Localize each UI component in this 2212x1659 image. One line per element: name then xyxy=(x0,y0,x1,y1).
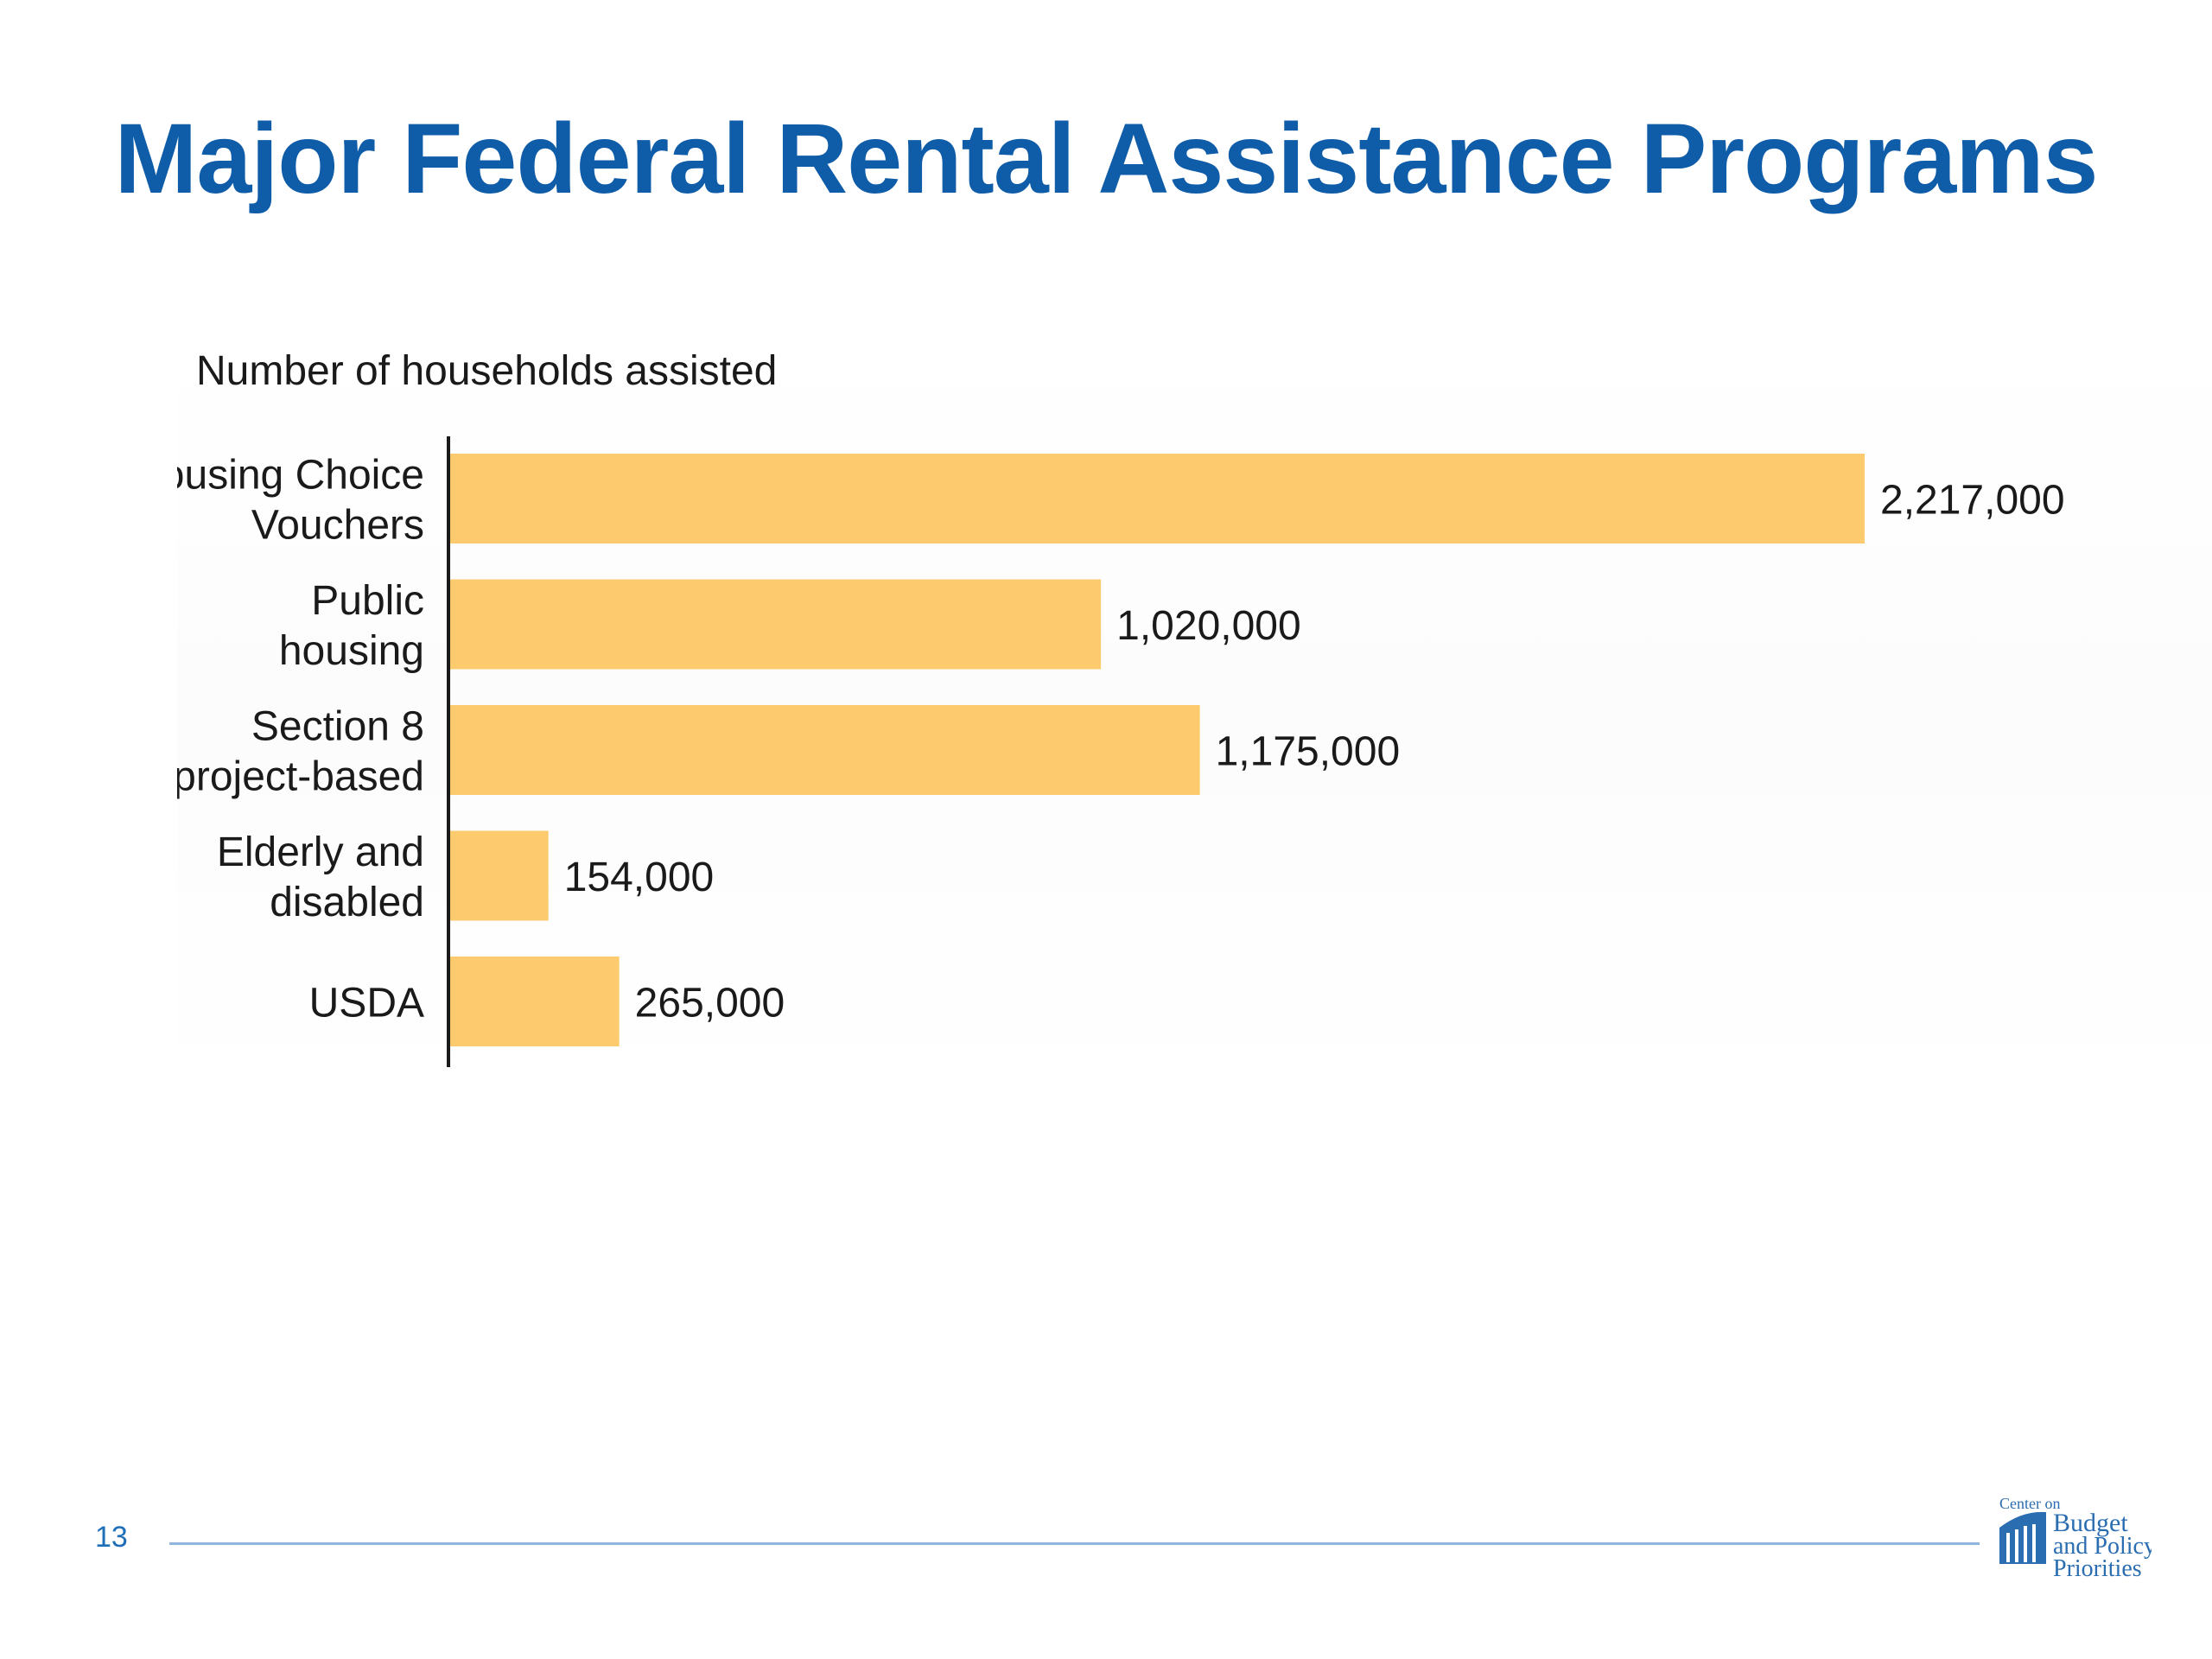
logo-line-3: and Policy xyxy=(2053,1533,2152,1560)
category-label: Elderly and xyxy=(217,830,424,875)
building-icon xyxy=(1999,1511,2046,1564)
category-label: USDA xyxy=(309,980,424,1026)
bar xyxy=(450,957,620,1046)
footer-divider xyxy=(169,1542,1980,1545)
bar-value-label: 2,217,000 xyxy=(1880,477,2065,523)
category-label: housing xyxy=(279,628,424,674)
bar xyxy=(450,454,1865,543)
category-label: disabled xyxy=(270,880,424,925)
bar-value-label: 1,175,000 xyxy=(1216,728,1401,774)
bar xyxy=(450,830,549,921)
bar-value-label: 1,020,000 xyxy=(1116,603,1301,649)
bar xyxy=(450,579,1102,670)
bar-value-label: 154,000 xyxy=(564,855,715,900)
page-number: 13 xyxy=(95,1521,128,1554)
cbpp-logo: Center on Budget and Policy Priorities xyxy=(1999,1495,2152,1582)
category-label: Vouchers xyxy=(251,502,424,548)
logo-line-1: Center on xyxy=(1999,1495,2060,1512)
bar xyxy=(450,705,1200,795)
chart-area: Number of households assisted 2,217,000 H… xyxy=(177,341,2212,1093)
slide-title: Major Federal Rental Assistance Programs xyxy=(114,104,2099,214)
bar-value-label: 265,000 xyxy=(635,980,785,1026)
bar-chart: Number of households assisted 2,217,000 H… xyxy=(177,348,2065,1067)
logo-line-4: Priorities xyxy=(2053,1555,2142,1582)
category-label: Section 8 xyxy=(251,703,424,749)
logo-line-2: Budget xyxy=(2053,1509,2128,1537)
chart-title: Number of households assisted xyxy=(196,348,777,394)
category-label: project-based xyxy=(177,753,424,799)
category-label: Housing Choice xyxy=(177,452,424,498)
category-label: Public xyxy=(311,578,424,624)
